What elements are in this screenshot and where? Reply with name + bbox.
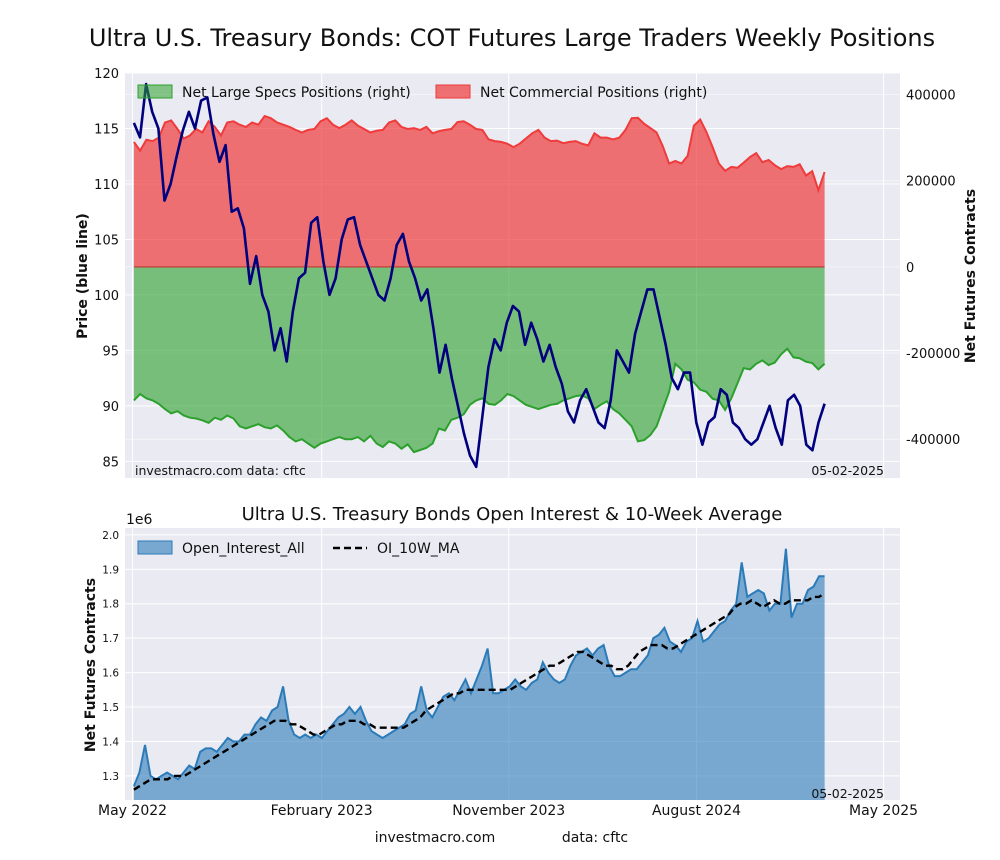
price-line-layer: [132, 82, 826, 469]
open-interest-watermark-date: 05-02-2025: [811, 786, 884, 801]
open-interest-offset-label: 1e6: [126, 512, 153, 528]
date-tick-label: May 2025: [849, 803, 918, 819]
price-line: [132, 82, 826, 469]
price-tick-label: 115: [94, 122, 119, 137]
open-interest-tick-label: 1.5: [102, 702, 119, 714]
legend-label-specs: Net Large Specs Positions (right): [182, 85, 411, 101]
date-tick-label: August 2024: [652, 803, 741, 819]
contracts-axis-ticks: -400000 -200000 0 200000 400000: [906, 89, 960, 449]
contracts-tick-label: 200000: [906, 175, 956, 190]
moving-average-layer: [133, 592, 826, 791]
price-tick-label: 85: [102, 455, 119, 470]
footer-site: investmacro.com: [375, 830, 495, 846]
price-tick-label: 120: [94, 67, 119, 82]
open-interest-tick-label: 1.3: [102, 771, 119, 783]
open-interest-tick-label: 1.6: [102, 668, 119, 680]
price-tick-label: 100: [94, 289, 119, 304]
open-interest-tick-label: 1.7: [102, 633, 119, 645]
open-interest-area-layer: [132, 548, 825, 800]
open-interest-title: Ultra U.S. Treasury Bonds Open Interest …: [242, 504, 783, 525]
open-interest-tick-label: 1.8: [102, 599, 119, 611]
specs-line: [133, 347, 826, 454]
positions-watermark-left: investmacro.com data: cftc: [135, 463, 306, 478]
commercial-line: [133, 114, 826, 194]
open-interest-line: [132, 548, 825, 787]
legend-swatch-specs: [137, 84, 173, 99]
open-interest-tick-label: 1.9: [102, 564, 119, 576]
contracts-axis-label: Net Futures Contracts: [963, 189, 979, 363]
open-interest-tick-label: 2.0: [102, 530, 119, 542]
specs-area: [133, 266, 825, 453]
legend-swatch-open-interest: [137, 540, 173, 555]
commercial-area: [133, 116, 825, 267]
price-axis-label: Price (blue line): [75, 213, 91, 339]
legend-label-commercial: Net Commercial Positions (right): [480, 85, 707, 101]
specs-area-layer: [133, 266, 826, 454]
legend-label-moving-average: OI_10W_MA: [377, 541, 460, 557]
open-interest-panel: Ultra U.S. Treasury Bonds Open Interest …: [83, 504, 918, 819]
open-interest-legend: Open_Interest_All OI_10W_MA: [137, 540, 460, 557]
figure-title: Ultra U.S. Treasury Bonds: COT Futures L…: [89, 24, 935, 52]
date-tick-label: May 2022: [98, 803, 167, 819]
legend-label-open-interest: Open_Interest_All: [182, 541, 305, 557]
moving-average-line: [133, 592, 826, 791]
price-tick-label: 105: [94, 233, 119, 248]
contracts-tick-label: -400000: [906, 433, 960, 448]
open-interest-tick-label: 1.4: [102, 736, 119, 748]
footer-source: data: cftc: [562, 830, 628, 846]
date-axis-ticks: May 2022 February 2023 November 2023 August…: [98, 803, 918, 819]
price-tick-label: 95: [102, 344, 119, 359]
price-axis-ticks: 85 90 95 100 105 110 115 120: [94, 67, 119, 470]
contracts-tick-label: 400000: [906, 89, 956, 104]
contracts-tick-label: 0: [906, 261, 914, 276]
open-interest-axis-ticks: 1.3 1.4 1.5 1.6 1.7 1.8 1.9 2.0: [102, 530, 119, 783]
positions-panel: 85 90 95 100 105 110 115 120 -400000 -200000 0 200…: [75, 67, 979, 478]
price-tick-label: 110: [94, 178, 119, 193]
legend-swatch-commercial: [435, 84, 471, 99]
positions-watermark-date: 05-02-2025: [811, 463, 884, 478]
open-interest-axis-label: Net Futures Contracts: [83, 578, 99, 752]
date-tick-label: November 2023: [452, 803, 565, 819]
price-tick-label: 90: [102, 400, 119, 415]
contracts-tick-label: -200000: [906, 347, 960, 362]
positions-legend: Net Large Specs Positions (right) Net Co…: [137, 84, 707, 101]
date-tick-label: February 2023: [271, 803, 373, 819]
